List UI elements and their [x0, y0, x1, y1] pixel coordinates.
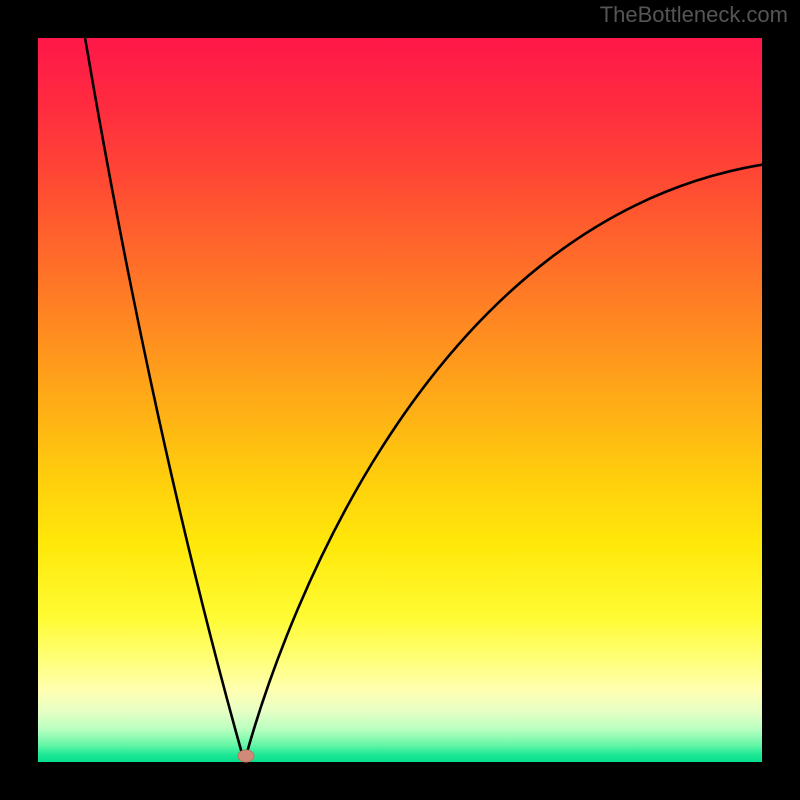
watermark-text: TheBottleneck.com — [600, 2, 788, 28]
minimum-marker — [237, 750, 254, 763]
plot-area — [38, 38, 762, 762]
bottleneck-curve — [38, 38, 762, 762]
